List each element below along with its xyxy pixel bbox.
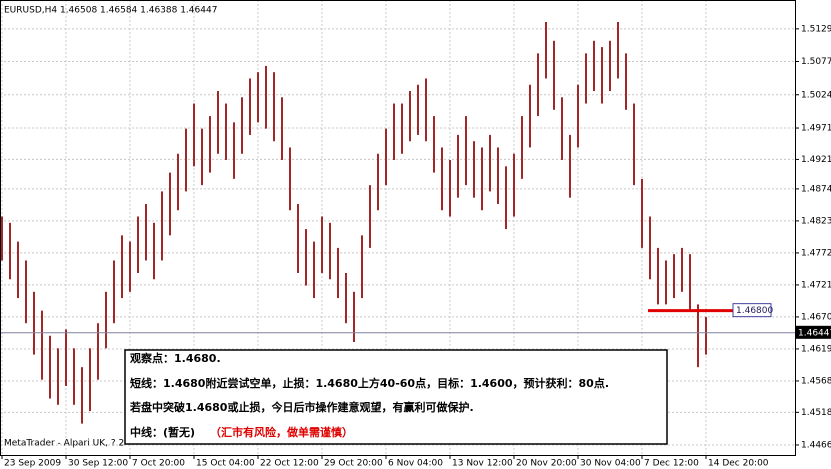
note-box: 观察点：1.4680. 短线：1.4680附近尝试空单，止损：1.4680上方4… <box>124 349 668 445</box>
x-tick-label: 23 Sep 2009 <box>4 459 61 469</box>
chart-title: EURUSD,H4 1.46508 1.46584 1.46388 1.4644… <box>4 6 217 16</box>
y-tick-label: 1.46190 <box>801 344 831 354</box>
x-tick-label: 7 Oct 20:00 <box>132 459 185 469</box>
last-price-label: 1.46447 <box>798 328 831 338</box>
y-tick-label: 1.51290 <box>801 24 831 34</box>
y-tick-label: 1.50240 <box>801 90 831 100</box>
y-tick-label: 1.47210 <box>801 280 831 290</box>
overlays: 1.46800 <box>0 303 795 334</box>
y-tick-label: 1.44660 <box>801 440 831 450</box>
note-line: 若盘中突破1.4680或止损，今日后市操作建意观望，有赢利可做保护. <box>130 400 474 414</box>
y-tick-label: 1.45680 <box>801 376 831 386</box>
last-price-box <box>795 325 831 339</box>
plot-frame <box>0 0 796 456</box>
note-line: 短线：1.4680附近尝试空单，止损：1.4680上方40-60点，目标：1.4… <box>130 376 609 390</box>
y-tick-label: 1.49710 <box>801 124 831 134</box>
x-tick-label: 13 Nov 12:00 <box>452 459 513 469</box>
x-tick-label: 6 Nov 04:00 <box>388 459 443 469</box>
x-tick-label: 30 Sep 12:00 <box>68 459 128 469</box>
x-tick-label: 20 Nov 20:00 <box>516 459 577 469</box>
x-tick-label: 7 Dec 12:00 <box>644 459 699 469</box>
note-line: 中线：(暂无) <box>130 425 195 439</box>
y-tick-label: 1.47720 <box>801 248 831 258</box>
footer: MetaTrader - Alpari UK, ? 2 <box>4 439 124 449</box>
level-box <box>732 303 772 318</box>
note-line: 观察点：1.4680. <box>130 351 221 365</box>
y-tick-label: 1.48740 <box>801 184 831 194</box>
y-tick-label: 1.48230 <box>801 216 831 226</box>
y-tick-label: 1.45180 <box>801 408 831 418</box>
x-tick-label: 30 Nov 04:00 <box>580 459 641 469</box>
note-frame <box>124 349 668 445</box>
note-warning: （汇市有风险，做单需谨慎） <box>210 425 353 439</box>
x-tick-label: 29 Oct 20:00 <box>324 459 383 469</box>
x-tick-label: 14 Dec 20:00 <box>708 459 769 469</box>
y-tick-label: 1.50770 <box>801 57 831 67</box>
x-tick-label: 15 Oct 04:00 <box>196 459 255 469</box>
bars <box>1 21 707 424</box>
x-tick-label: 22 Oct 12:00 <box>260 459 319 469</box>
y-tick-label: 1.46700 <box>801 312 831 322</box>
y-tick-label: 1.49210 <box>801 155 831 165</box>
level-label: 1.46800 <box>736 306 773 316</box>
